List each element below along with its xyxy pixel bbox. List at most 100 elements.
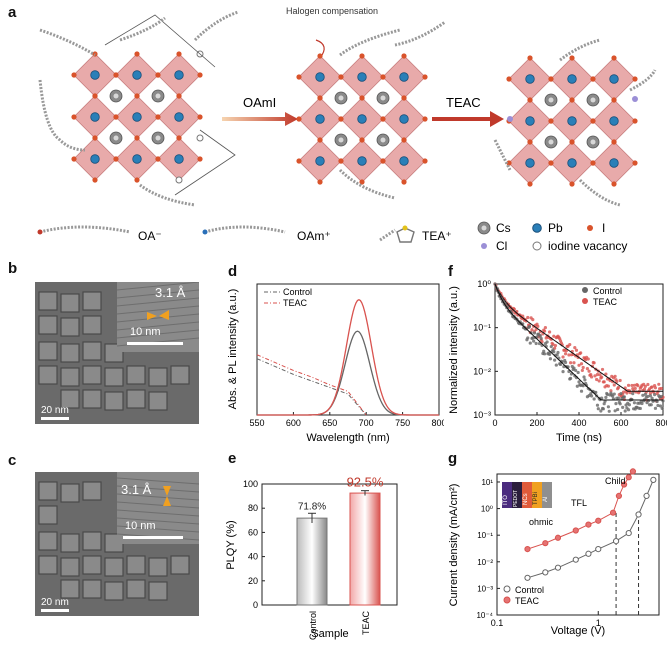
chart-f-point-control <box>582 375 586 379</box>
chart-g-point-teac <box>625 474 632 481</box>
chart-f-point-control <box>660 406 664 411</box>
chart-g-ytick-label: 10⁻² <box>477 558 493 567</box>
layer-al: Al <box>543 497 549 502</box>
chart-f-point-control <box>553 358 557 362</box>
chart-e-bar-teac <box>349 492 381 606</box>
chart-e-ytick-label: 100 <box>243 479 258 489</box>
chart-f-point-control <box>650 396 654 400</box>
chart-f-point-teac <box>600 375 604 379</box>
chart-f-point-teac <box>563 352 568 356</box>
layer-ncs: NCs <box>523 493 529 505</box>
chart-g-ytick-label: 10⁻³ <box>477 584 493 593</box>
chart-f-point-teac <box>656 390 660 394</box>
panel-label-d: d <box>228 263 238 280</box>
chart-f-point-teac <box>585 367 589 371</box>
chart-g-point-control <box>585 550 592 557</box>
chart-f-point-control <box>526 336 530 340</box>
chart-f-point-teac <box>526 315 530 320</box>
chart-f-ylabel: Normalized intensity (a.u.) <box>448 286 460 414</box>
chart-f-point-teac <box>553 343 558 348</box>
chart-e-xlabel: Sample <box>311 628 348 640</box>
chart-g-point-teac <box>615 492 623 499</box>
chart-d-legend-control: Control <box>283 287 312 297</box>
chart-f-point-teac <box>648 391 652 395</box>
chart-f-point-teac <box>628 391 632 395</box>
chart-f-ytick-label: 10⁰ <box>477 279 491 289</box>
lattice-spacing-c: 3.1 Å <box>121 482 152 497</box>
chart-g-point-control <box>542 569 549 576</box>
chart-f-point-control <box>554 363 558 367</box>
chart-f-point-teac <box>536 324 540 328</box>
chart-e-frame <box>261 483 398 606</box>
chart-f-point-control <box>602 402 606 406</box>
chart-f-xtick-label: 400 <box>571 418 586 428</box>
chart-g-point-teac <box>554 534 562 541</box>
chart-d-xticks: 550 600 650 700 750 800 <box>249 412 444 428</box>
chart-f-point-teac <box>567 353 571 357</box>
chart-f-point-control <box>592 397 596 401</box>
chart-f-point-teac <box>593 374 597 378</box>
chart-f-point-teac <box>530 328 534 332</box>
layer-ito: ITO <box>503 495 509 505</box>
chart-f-point-control <box>545 340 549 344</box>
chart-f-point-teac <box>625 391 629 395</box>
tem-texture-b <box>38 291 190 411</box>
chart-f-point-teac <box>630 383 634 388</box>
chart-f-point-teac <box>602 380 606 384</box>
chart-f-point-control <box>596 407 600 411</box>
chart-f-point-control <box>572 366 576 370</box>
chart-g-ytick-label: 10¹ <box>481 478 493 487</box>
chart-f-point-control <box>549 344 553 349</box>
chart-f-point-control <box>594 390 598 394</box>
chart-f-point-control <box>555 353 559 357</box>
chart-g-point-teac <box>572 527 579 534</box>
chart-e-ytick-label: 40 <box>248 552 258 562</box>
chart-g-xtick-label: 0.1 <box>491 618 504 628</box>
chart-f-point-teac <box>587 369 591 373</box>
chart-e-yticks: 0 20 40 60 80 100 <box>243 479 265 610</box>
chart-f-xtick-label: 0 <box>492 418 497 428</box>
panel-label-g: g <box>448 450 458 467</box>
chart-g-point-control <box>635 511 642 518</box>
chart-d-xtick-label: 750 <box>395 418 410 428</box>
chart-f-point-control <box>638 406 642 411</box>
chart-d-ylabel: Abs. & PL intensity (a.u.) <box>227 289 239 410</box>
chart-f-point-control <box>616 396 621 400</box>
chart-f-point-control <box>599 409 603 413</box>
chart-g-ytick-label: 10⁻⁴ <box>476 611 493 620</box>
crystal-pristine <box>70 14 236 196</box>
chart-d-lines <box>256 298 439 416</box>
chart-f-point-teac <box>561 355 565 359</box>
chart-f-point-control <box>658 404 663 408</box>
chart-g-ytick-label: 10⁰ <box>481 505 493 514</box>
panel-label-c: c <box>8 452 17 469</box>
chart-e-xtick-label: Control <box>308 611 318 640</box>
chart-f-ytick-label: 10⁻³ <box>473 410 491 420</box>
step2-label: TEAC <box>446 95 481 110</box>
chart-e-ylabel: PLQY (%) <box>225 520 237 569</box>
chart-e-ytick-label: 60 <box>248 527 258 537</box>
chart-f-point-teac <box>552 334 556 338</box>
annot-tfl: TFL <box>571 498 587 508</box>
halogen-note: Halogen compensation <box>286 6 378 16</box>
chart-f-point-teac <box>579 351 583 355</box>
chart-f-point-control <box>600 396 604 400</box>
chart-g-lines <box>524 468 657 615</box>
chart-f-xtick-label: 600 <box>613 418 628 428</box>
chart-f-point-teac <box>574 348 579 352</box>
legend-cl: Cl <box>496 239 507 253</box>
chart-f-point-control <box>590 394 594 398</box>
inset-scalebar-c <box>123 536 183 539</box>
device-stack: ITO PEDOT NCs TPBi Al <box>502 482 552 508</box>
chart-g-legend-marker-control <box>503 585 511 593</box>
chart-f-point-control <box>548 357 553 361</box>
chart-f-legend-control: Control <box>593 286 622 296</box>
chart-f-point-control <box>531 336 535 340</box>
chart-f-point-control <box>640 401 644 406</box>
chart-f-point-control <box>601 407 605 411</box>
chart-f-point-teac <box>636 383 640 388</box>
chart-f-point-control <box>583 378 587 382</box>
chart-f-point-control <box>656 403 660 408</box>
chart-f-point-control <box>643 392 647 396</box>
chart-f-point-teac <box>595 372 600 377</box>
